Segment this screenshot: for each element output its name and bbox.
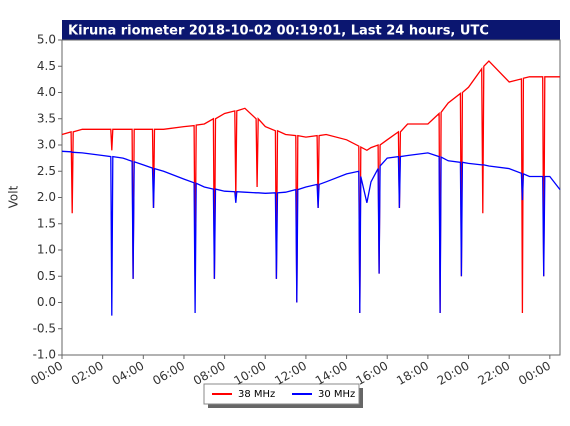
- y-tick-label: -0.5: [33, 321, 56, 335]
- y-tick-label: 3.5: [37, 111, 56, 125]
- plot-frame: [61, 39, 561, 356]
- y-tick-label: 4.5: [37, 59, 56, 73]
- x-tick-label: 16:00: [354, 359, 391, 388]
- y-tick-label: -1.0: [33, 348, 56, 362]
- y-axis-label: Volt: [7, 185, 21, 208]
- chart-title: Kiruna riometer 2018-10-02 00:19:01, Las…: [68, 24, 489, 39]
- y-tick-label: 3.0: [37, 138, 56, 152]
- x-tick-label: 00:00: [28, 359, 65, 388]
- x-tick-label: 00:00: [516, 359, 553, 388]
- legend: [203, 383, 360, 405]
- x-tick-label: 22:00: [475, 359, 512, 388]
- y-tick-label: 0.0: [37, 295, 56, 309]
- title-bar: [62, 20, 560, 40]
- y-tick-label: 2.0: [37, 190, 56, 204]
- series-line: [61, 150, 561, 316]
- x-tick-label: 04:00: [110, 359, 147, 388]
- y-tick-label: 4.0: [37, 85, 56, 99]
- y-tick-label: 2.5: [37, 164, 56, 178]
- x-tick-label: 06:00: [150, 359, 187, 388]
- y-tick-label: 0.5: [37, 269, 56, 283]
- legend-label: 30 MHz: [318, 389, 355, 400]
- series-line: [61, 60, 560, 314]
- y-tick-label: 5.0: [37, 33, 56, 47]
- y-tick-label: 1.5: [37, 216, 56, 230]
- legend-label: 38 MHz: [238, 389, 275, 400]
- x-tick-label: 18:00: [394, 359, 431, 388]
- x-tick-label: 02:00: [69, 359, 106, 388]
- x-tick-label: 20:00: [435, 359, 472, 388]
- y-tick-label: 1.0: [37, 243, 56, 257]
